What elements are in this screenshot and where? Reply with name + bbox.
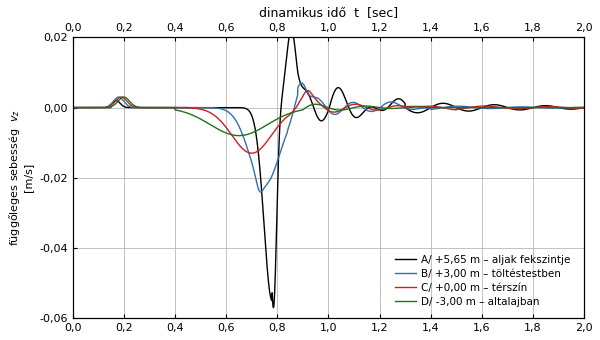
C/ +0,00 m – térszín xyxy=(581,105,588,109)
B/ +3,00 m – töltéstestben xyxy=(441,105,448,109)
D/ -3,00 m – altalajban xyxy=(540,105,547,109)
Line: C/ +0,00 m – térszín: C/ +0,00 m – térszín xyxy=(73,90,584,153)
C/ +0,00 m – térszín xyxy=(313,98,320,102)
Legend: A/ +5,65 m – aljak fekszintje, B/ +3,00 m – töltéstestben, C/ +0,00 m – térszín,: A/ +5,65 m – aljak fekszintje, B/ +3,00 … xyxy=(392,251,574,310)
B/ +3,00 m – töltéstestben xyxy=(69,105,76,109)
B/ +3,00 m – töltéstestben xyxy=(540,106,547,110)
D/ -3,00 m – altalajban xyxy=(565,105,572,109)
D/ -3,00 m – altalajban xyxy=(120,95,127,99)
D/ -3,00 m – altalajban xyxy=(69,105,76,109)
A/ +5,65 m – aljak fekszintje xyxy=(441,101,448,105)
Line: B/ +3,00 m – töltéstestben: B/ +3,00 m – töltéstestben xyxy=(73,83,584,192)
A/ +5,65 m – aljak fekszintje xyxy=(69,105,76,109)
B/ +3,00 m – töltéstestben xyxy=(581,105,588,109)
A/ +5,65 m – aljak fekszintje xyxy=(565,107,572,111)
C/ +0,00 m – térszín xyxy=(248,151,256,155)
D/ -3,00 m – altalajban xyxy=(284,112,292,116)
D/ -3,00 m – altalajban xyxy=(313,102,320,106)
B/ +3,00 m – töltéstestben xyxy=(284,128,291,132)
D/ -3,00 m – altalajban xyxy=(288,110,295,115)
C/ +0,00 m – térszín xyxy=(288,110,295,115)
A/ +5,65 m – aljak fekszintje xyxy=(581,105,588,109)
A/ +5,65 m – aljak fekszintje xyxy=(313,112,320,116)
B/ +3,00 m – töltéstestben xyxy=(298,81,305,85)
A/ +5,65 m – aljak fekszintje xyxy=(540,104,547,108)
X-axis label: dinamikus idő  t  [sec]: dinamikus idő t [sec] xyxy=(259,7,398,20)
C/ +0,00 m – térszín xyxy=(304,88,311,92)
A/ +5,65 m – aljak fekszintje xyxy=(288,28,295,32)
C/ +0,00 m – térszín xyxy=(69,105,76,109)
C/ +0,00 m – térszín xyxy=(540,105,547,109)
B/ +3,00 m – töltéstestben xyxy=(257,190,264,194)
B/ +3,00 m – töltéstestben xyxy=(313,96,320,100)
B/ +3,00 m – töltéstestben xyxy=(565,106,572,110)
C/ +0,00 m – térszín xyxy=(565,106,572,110)
A/ +5,65 m – aljak fekszintje xyxy=(288,29,295,33)
D/ -3,00 m – altalajban xyxy=(235,134,242,138)
Y-axis label: függőleges sebesség  $v_z$
[m/s]: függőleges sebesség $v_z$ [m/s] xyxy=(7,109,34,246)
C/ +0,00 m – térszín xyxy=(441,106,448,110)
A/ +5,65 m – aljak fekszintje xyxy=(284,46,291,50)
B/ +3,00 m – töltéstestben xyxy=(288,115,295,119)
Line: D/ -3,00 m – altalajban: D/ -3,00 m – altalajban xyxy=(73,97,584,136)
D/ -3,00 m – altalajban xyxy=(441,105,448,109)
A/ +5,65 m – aljak fekszintje xyxy=(270,306,277,310)
C/ +0,00 m – térszín xyxy=(284,114,291,118)
D/ -3,00 m – altalajban xyxy=(581,105,588,109)
Line: A/ +5,65 m – aljak fekszintje: A/ +5,65 m – aljak fekszintje xyxy=(73,30,584,308)
